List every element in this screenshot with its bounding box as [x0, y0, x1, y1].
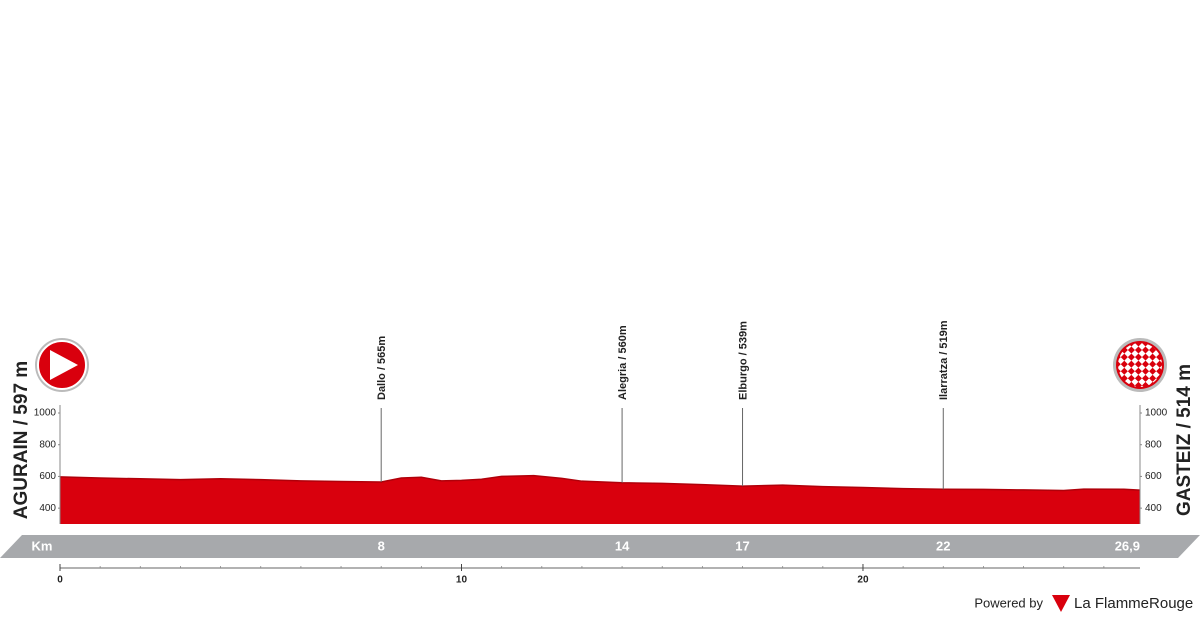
- y-tick-label: 400: [39, 503, 56, 514]
- profile-area: [60, 475, 1140, 524]
- km-bar: [0, 535, 1200, 558]
- y-tick-label: 600: [39, 471, 56, 482]
- km-marker: 26,9: [1115, 538, 1140, 553]
- start-icon: [35, 338, 89, 392]
- km-marker: 22: [936, 538, 950, 553]
- finish-label: GASTEIZ / 514 m: [1174, 364, 1195, 516]
- y-tick-label: 400: [1145, 503, 1162, 514]
- brand: La FlammeRouge: [1074, 595, 1193, 612]
- km-title: Km: [32, 538, 53, 553]
- poi-label: Ilarratza / 519m: [938, 320, 950, 400]
- poi-label: Dallo / 565m: [376, 336, 388, 400]
- y-tick-label: 800: [39, 439, 56, 450]
- y-tick-label: 800: [1145, 439, 1162, 450]
- x-tick-label: 20: [857, 575, 869, 586]
- profile-line: [59, 474, 1141, 492]
- finish-icon: [1113, 338, 1167, 392]
- credit: Powered by: [974, 595, 1043, 610]
- km-marker: 8: [378, 538, 385, 553]
- y-tick-label: 1000: [34, 408, 57, 419]
- y-tick-label: 600: [1145, 471, 1162, 482]
- x-tick-label: 0: [57, 575, 63, 586]
- poi-label: Elburgo / 539m: [737, 321, 749, 400]
- poi-label: Alegria / 560m: [617, 325, 629, 400]
- km-marker: 14: [615, 538, 630, 553]
- x-tick-label: 10: [456, 575, 468, 586]
- start-label: AGURAIN / 597 m: [11, 361, 32, 519]
- km-marker: 17: [735, 538, 749, 553]
- brand-logo: [1052, 595, 1070, 612]
- y-tick-label: 1000: [1145, 408, 1168, 419]
